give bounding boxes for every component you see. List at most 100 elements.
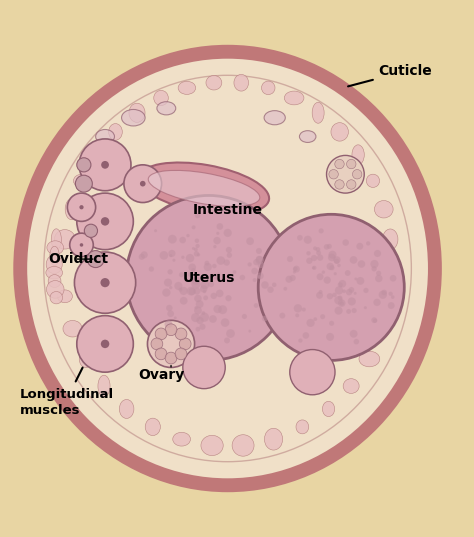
Circle shape [200,285,208,293]
Ellipse shape [165,352,177,364]
Ellipse shape [353,170,362,179]
Circle shape [372,266,377,272]
Circle shape [334,296,343,304]
Circle shape [147,321,195,367]
Circle shape [261,281,269,289]
Circle shape [316,247,320,252]
Circle shape [371,317,377,323]
Circle shape [316,292,323,299]
Ellipse shape [96,129,115,143]
Circle shape [217,256,225,265]
Circle shape [79,205,83,209]
Circle shape [221,318,229,327]
Circle shape [224,337,230,344]
Circle shape [168,250,175,257]
Ellipse shape [48,274,61,287]
Circle shape [342,240,349,246]
Ellipse shape [331,122,348,141]
Circle shape [294,304,302,313]
Ellipse shape [232,435,254,456]
Circle shape [306,319,315,327]
Ellipse shape [65,199,78,220]
Ellipse shape [296,420,309,434]
Circle shape [181,256,184,259]
Circle shape [375,275,383,282]
Circle shape [139,253,145,260]
Circle shape [293,266,300,272]
Circle shape [196,300,204,308]
Circle shape [179,288,182,292]
Circle shape [200,324,206,330]
Circle shape [213,305,222,313]
Circle shape [257,272,264,279]
Circle shape [333,256,341,264]
Circle shape [126,195,291,360]
Circle shape [226,329,235,338]
Ellipse shape [155,328,167,340]
Ellipse shape [343,379,359,394]
Circle shape [279,313,285,318]
Circle shape [290,350,335,395]
Ellipse shape [154,90,168,106]
Ellipse shape [88,149,106,161]
Circle shape [364,306,367,309]
Circle shape [285,275,292,283]
Circle shape [194,248,198,251]
Circle shape [174,316,177,320]
Circle shape [213,245,217,248]
Circle shape [350,256,357,264]
Circle shape [164,320,173,328]
Circle shape [257,275,261,279]
Ellipse shape [329,170,338,179]
Circle shape [379,291,387,299]
Circle shape [390,275,396,281]
Ellipse shape [374,200,393,218]
Circle shape [160,251,168,260]
Circle shape [174,282,182,290]
Circle shape [327,263,334,270]
Circle shape [70,233,93,257]
Ellipse shape [234,74,248,91]
Circle shape [217,272,220,275]
Circle shape [124,165,162,202]
Circle shape [224,259,230,266]
Circle shape [370,260,379,268]
Circle shape [293,267,298,271]
Circle shape [324,277,331,284]
Circle shape [180,287,188,295]
Circle shape [224,229,232,237]
Circle shape [382,289,387,295]
Circle shape [256,256,263,263]
Circle shape [169,254,173,257]
Circle shape [312,266,315,270]
Ellipse shape [175,328,187,340]
Ellipse shape [46,266,63,279]
Ellipse shape [47,241,64,255]
Ellipse shape [50,292,63,304]
Circle shape [346,289,352,295]
Circle shape [335,307,343,315]
Circle shape [197,253,200,257]
Circle shape [251,268,258,274]
Ellipse shape [165,324,177,336]
Circle shape [242,314,247,319]
Circle shape [253,278,256,282]
Circle shape [327,293,333,300]
Circle shape [311,255,317,261]
Circle shape [233,270,237,274]
Ellipse shape [173,432,191,446]
Circle shape [350,330,357,338]
Circle shape [179,237,186,243]
Circle shape [79,139,131,191]
Ellipse shape [46,280,64,298]
Ellipse shape [129,103,145,122]
Ellipse shape [335,180,344,189]
Circle shape [340,302,344,306]
Ellipse shape [55,230,75,249]
Circle shape [191,313,200,322]
Ellipse shape [145,418,160,436]
Circle shape [327,155,364,193]
Text: Cuticle: Cuticle [348,64,432,86]
Circle shape [317,255,323,261]
Circle shape [298,338,302,343]
